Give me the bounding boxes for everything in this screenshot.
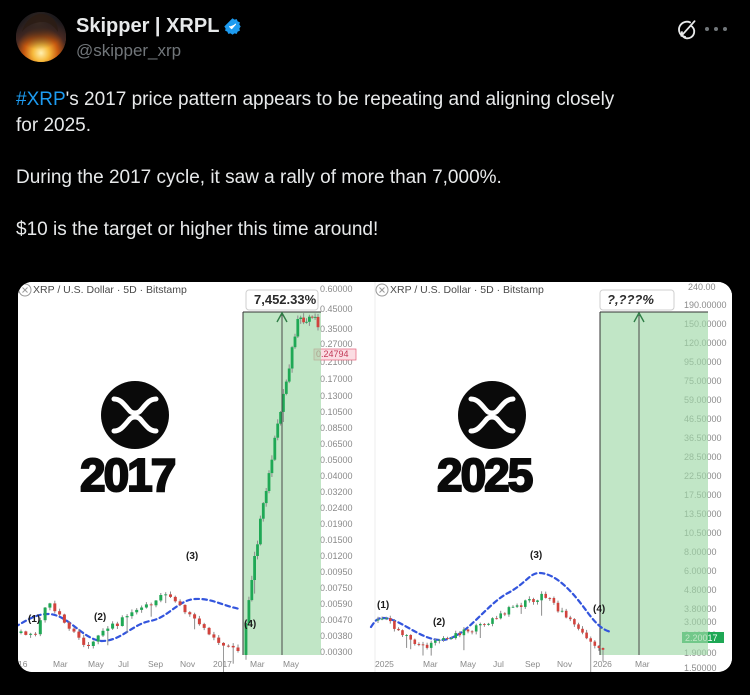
svg-text:?,???%: ?,???% <box>607 292 654 307</box>
svg-text:0.08500: 0.08500 <box>320 423 353 433</box>
svg-text:(2): (2) <box>94 612 106 623</box>
svg-text:(2): (2) <box>433 617 445 628</box>
svg-text:0.35000: 0.35000 <box>320 324 353 334</box>
svg-text:Mar: Mar <box>635 659 650 669</box>
svg-text:0.06500: 0.06500 <box>320 439 353 449</box>
svg-text:Nov: Nov <box>557 659 573 669</box>
svg-text:May: May <box>283 659 300 669</box>
svg-text:0.17000: 0.17000 <box>320 374 353 384</box>
svg-text:(1): (1) <box>28 614 40 625</box>
svg-text:0.01500: 0.01500 <box>320 535 353 545</box>
svg-text:0.03200: 0.03200 <box>320 487 353 497</box>
svg-text:0.02400: 0.02400 <box>320 503 353 513</box>
svg-text:Jul: Jul <box>118 659 129 669</box>
svg-text:2025: 2025 <box>437 449 533 501</box>
svg-text:(3): (3) <box>530 550 542 561</box>
svg-text:7,452.33%: 7,452.33% <box>254 292 317 307</box>
svg-text:0.60000: 0.60000 <box>320 284 353 294</box>
svg-text:Sep: Sep <box>148 659 163 669</box>
svg-text:0.05000: 0.05000 <box>320 455 353 465</box>
svg-text:Jul: Jul <box>493 659 504 669</box>
svg-text:1.50000: 1.50000 <box>684 663 717 672</box>
svg-text:Mar: Mar <box>423 659 438 669</box>
svg-text:Sep: Sep <box>525 659 540 669</box>
svg-text:0.45000: 0.45000 <box>320 304 353 314</box>
svg-text:0.00750: 0.00750 <box>320 583 353 593</box>
svg-text:XRP / U.S. Dollar · 5D · Bitst: XRP / U.S. Dollar · 5D · Bitstamp <box>390 284 544 296</box>
svg-text:190.00000: 190.00000 <box>684 300 727 310</box>
svg-text:240.00: 240.00 <box>688 282 716 292</box>
svg-text:0.04000: 0.04000 <box>320 471 353 481</box>
svg-text:0.27000: 0.27000 <box>320 339 353 349</box>
svg-text:2017: 2017 <box>213 659 232 669</box>
svg-text:0.10500: 0.10500 <box>320 407 353 417</box>
svg-text:(4): (4) <box>593 604 605 615</box>
svg-text:(4): (4) <box>244 619 256 630</box>
svg-text:0.00590: 0.00590 <box>320 599 353 609</box>
svg-text:0.00950: 0.00950 <box>320 567 353 577</box>
svg-text:Nov: Nov <box>180 659 196 669</box>
svg-text:2026: 2026 <box>593 659 612 669</box>
svg-text:XRP / U.S. Dollar · 5D · Bitst: XRP / U.S. Dollar · 5D · Bitstamp <box>33 284 187 296</box>
svg-text:2025: 2025 <box>375 659 394 669</box>
svg-text:(1): (1) <box>377 600 389 611</box>
svg-text:16: 16 <box>18 659 28 669</box>
svg-text:May: May <box>460 659 477 669</box>
svg-text:0.01900: 0.01900 <box>320 519 353 529</box>
svg-text:Mar: Mar <box>53 659 68 669</box>
svg-text:0.01200: 0.01200 <box>320 551 353 561</box>
svg-text:0.00300: 0.00300 <box>320 647 353 657</box>
svg-text:May: May <box>88 659 105 669</box>
svg-text:(3): (3) <box>186 551 198 562</box>
svg-text:0.13000: 0.13000 <box>320 391 353 401</box>
svg-text:2017: 2017 <box>80 449 175 501</box>
svg-text:0.00470: 0.00470 <box>320 615 353 625</box>
svg-text:0.00380: 0.00380 <box>320 631 353 641</box>
svg-text:Mar: Mar <box>250 659 265 669</box>
